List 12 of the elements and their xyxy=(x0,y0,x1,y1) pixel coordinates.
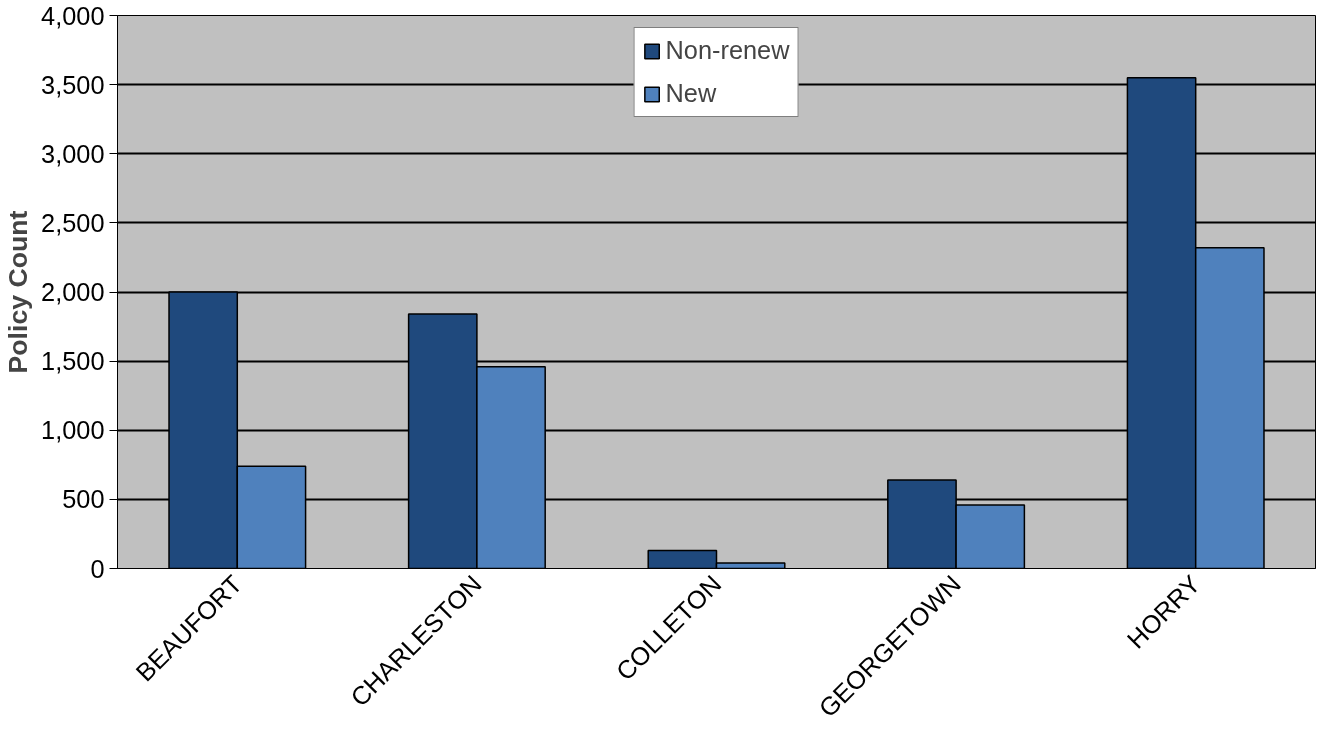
y-tick-label: 1,000 xyxy=(41,416,105,445)
y-tick-label: 0 xyxy=(90,554,105,583)
legend-label: Non-renew xyxy=(665,36,790,65)
y-axis-title: Policy Count xyxy=(3,210,34,374)
y-tick-label: 1,500 xyxy=(41,347,105,376)
y-tick-label: 3,500 xyxy=(41,70,105,99)
legend-label: New xyxy=(665,79,717,108)
y-tick-label: 4,000 xyxy=(41,1,105,30)
y-tick-label: 3,000 xyxy=(41,139,105,168)
y-tick-label: 500 xyxy=(62,485,105,514)
y-tick-label: 2,500 xyxy=(41,208,105,237)
y-tick-label: 2,000 xyxy=(41,278,105,306)
